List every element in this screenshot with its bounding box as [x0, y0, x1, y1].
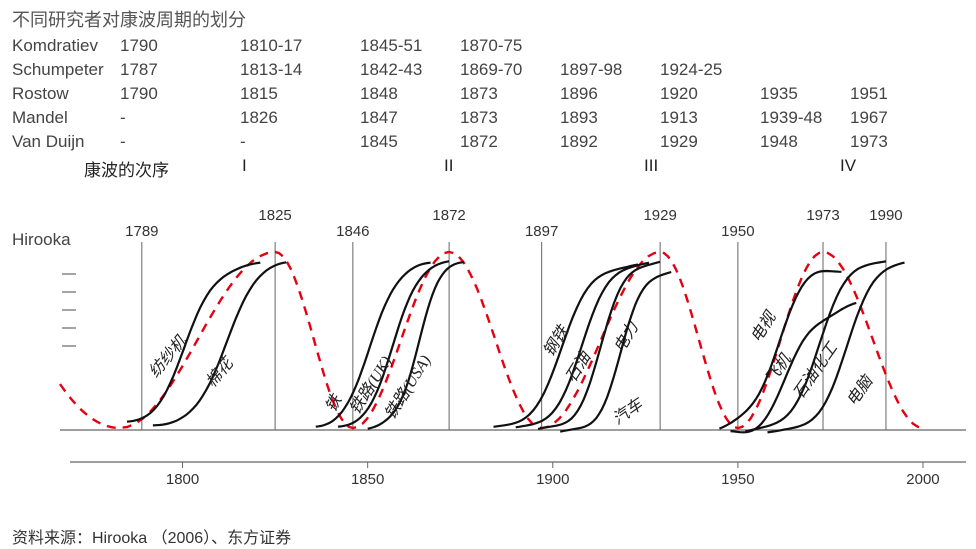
tech-label: 电力 — [610, 317, 643, 355]
year-top-label: 1973 — [806, 210, 839, 224]
table-cell: 1845 — [360, 130, 460, 154]
table-cell: 1813-14 — [240, 58, 360, 82]
tech-curve — [745, 261, 886, 431]
table-cell — [760, 34, 850, 58]
table-cell: 1920 — [660, 82, 760, 106]
table-cell: 1967 — [850, 106, 940, 130]
year-top-label: 1872 — [432, 210, 465, 224]
table-cell: 1873 — [460, 106, 560, 130]
table-cell: - — [240, 130, 360, 154]
table-cell: 1948 — [760, 130, 850, 154]
year-top-label: 1929 — [643, 210, 676, 224]
table-cell — [850, 58, 940, 82]
table-cell: 1842-43 — [360, 58, 460, 82]
sequence-numeral: I — [242, 156, 247, 176]
year-top-label: 1950 — [721, 223, 754, 240]
sequence-numeral: II — [444, 156, 453, 176]
table-cell: 1873 — [460, 82, 560, 106]
tech-curve — [731, 303, 857, 432]
table-cell: 1870-75 — [460, 34, 560, 58]
year-top-label: 1897 — [525, 223, 558, 240]
tech-label: 汽车 — [609, 394, 647, 428]
table-row-label: Schumpeter — [12, 58, 120, 82]
table-cell: 1924-25 — [660, 58, 760, 82]
tech-label: 石油化工 — [789, 338, 842, 402]
table-cell: 1897-98 — [560, 58, 660, 82]
table-row-label: Komdratiev — [12, 34, 120, 58]
table-cell: 1935 — [760, 82, 850, 106]
table-row-label: Rostow — [12, 82, 120, 106]
x-tick-label: 1900 — [536, 471, 569, 488]
table-row-label: Mandel — [12, 106, 120, 130]
table-cell: 1848 — [360, 82, 460, 106]
table-cell: - — [120, 130, 240, 154]
tech-label: 棉花 — [202, 352, 238, 390]
table-cell: 1929 — [660, 130, 760, 154]
kondratiev-chart: 1789 1825 1846 1872 1897 1929 1950 1973 1990 1800… — [0, 210, 976, 510]
tech-label: 电视 — [747, 307, 780, 345]
table-cell: 1893 — [560, 106, 660, 130]
table-cell: 1810-17 — [240, 34, 360, 58]
table-cell: 1896 — [560, 82, 660, 106]
x-tick-label: 1800 — [166, 471, 199, 488]
x-tick-label: 1950 — [721, 471, 754, 488]
table-cell — [560, 34, 660, 58]
table-cell: 1951 — [850, 82, 940, 106]
table-cell — [760, 58, 850, 82]
year-top-label: 1789 — [125, 223, 158, 240]
sequence-label: 康波的次序 — [84, 156, 169, 181]
table-cell: 1845-51 — [360, 34, 460, 58]
table-cell: 1872 — [460, 130, 560, 154]
year-top-label: 1846 — [336, 223, 369, 240]
kondratiev-wave — [60, 252, 923, 428]
sequence-numeral: III — [644, 156, 658, 176]
year-top-label: 1990 — [869, 210, 902, 224]
table-cell: 1892 — [560, 130, 660, 154]
table-cell — [850, 34, 940, 58]
x-tick-label: 2000 — [906, 471, 939, 488]
table-cell: - — [120, 106, 240, 130]
tech-curve — [127, 263, 260, 422]
table-cell — [660, 34, 760, 58]
table-cell: 1913 — [660, 106, 760, 130]
table-cell: 1826 — [240, 106, 360, 130]
table-cell: 1939-48 — [760, 106, 850, 130]
table-cell: 1815 — [240, 82, 360, 106]
page-title: 不同研究者对康波周期的划分 — [12, 6, 246, 32]
table-cell: 1790 — [120, 82, 240, 106]
x-tick-label: 1850 — [351, 471, 384, 488]
table-cell: 1847 — [360, 106, 460, 130]
periodization-table: Komdratiev17901810-171845-511870-75 Schum… — [12, 34, 940, 190]
year-top-label: 1825 — [258, 210, 291, 224]
table-row-label: Van Duijn — [12, 130, 120, 154]
tech-label: 电脑 — [843, 371, 877, 409]
table-cell: 1869-70 — [460, 58, 560, 82]
source-label: 资料来源：Hirooka （2006）、东方证券 — [12, 524, 291, 548]
table-cell: 1973 — [850, 130, 940, 154]
sequence-numeral: IV — [840, 156, 856, 176]
tech-label: 纺纱机 — [145, 332, 190, 381]
table-cell: 1787 — [120, 58, 240, 82]
table-cell: 1790 — [120, 34, 240, 58]
